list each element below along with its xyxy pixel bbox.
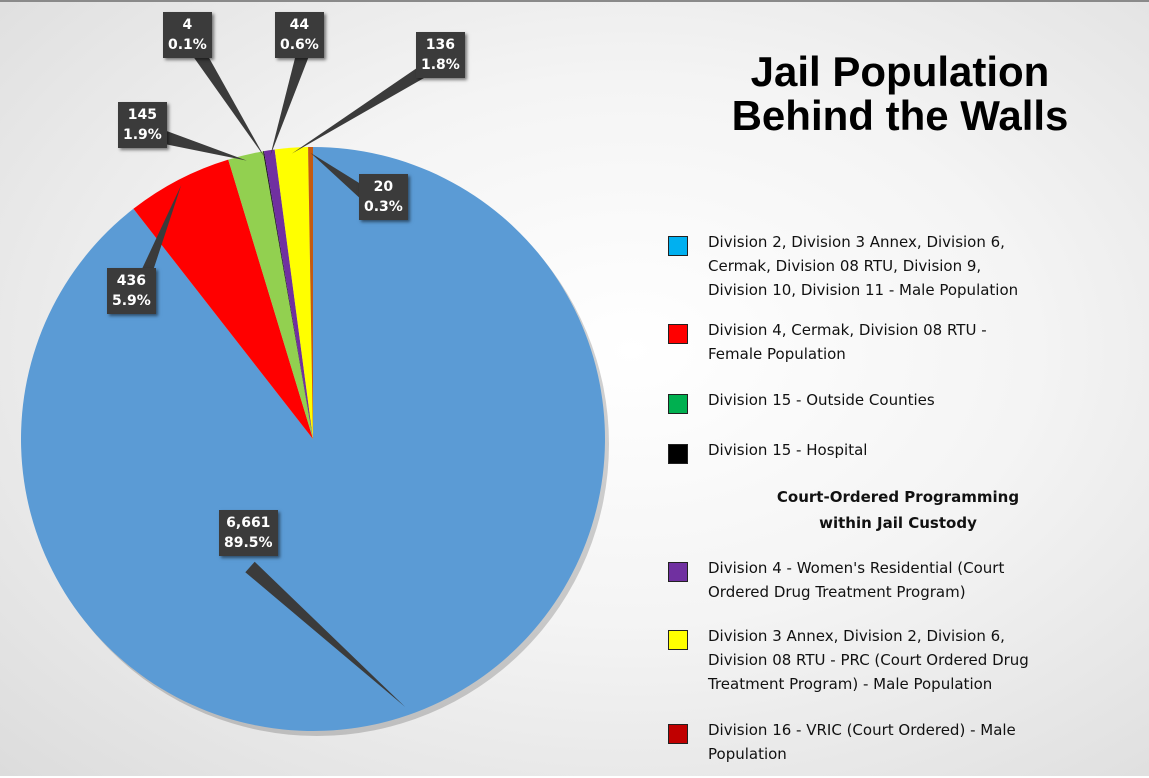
data-label-percent: 0.6% (280, 37, 319, 53)
legend-label-line: Population (708, 745, 787, 763)
legend-label: Division 4, Cermak, Division 08 RTU - Fe… (708, 318, 1128, 366)
pie-slice-vric (308, 147, 313, 439)
pie-slice-male (20, 147, 606, 731)
legend-heading: Court-Ordered Programming within Jail Cu… (708, 484, 1088, 536)
data-label-value: 4 (182, 17, 193, 33)
data-label-percent: 0.3% (364, 199, 403, 215)
legend-label-line: Division 16 - VRIC (Court Ordered) - Mal… (708, 721, 1016, 739)
legend-heading-line: within Jail Custody (819, 514, 977, 532)
data-label-percent: 0.1% (168, 37, 207, 53)
legend-swatch (668, 324, 688, 344)
leader-line-vric (310, 152, 375, 204)
leader-line-hospital (189, 43, 265, 157)
data-label-value: 145 (127, 107, 158, 123)
data-label-prc: 136 1.8% (416, 32, 465, 78)
data-label-female: 436 5.9% (107, 268, 156, 314)
data-label-value: 436 (116, 273, 147, 289)
legend-swatch (668, 724, 688, 744)
legend-label-line: Division 15 - Hospital (708, 441, 868, 459)
data-label-value: 44 (289, 17, 310, 33)
data-label-value: 136 (425, 37, 456, 53)
data-label-womens-residential: 44 0.6% (275, 12, 324, 58)
leader-line-male (245, 561, 406, 707)
legend-label: Division 15 - Outside Counties (708, 388, 1128, 412)
data-label-hospital: 4 0.1% (163, 12, 212, 58)
leader-line-womens (270, 44, 312, 157)
legend-label: Division 15 - Hospital (708, 438, 1128, 462)
legend-label-line: Division 10, Division 11 - Male Populati… (708, 281, 1019, 299)
data-label-value: 20 (373, 179, 394, 195)
chart-title: Jail Population Behind the Walls (660, 50, 1140, 138)
legend-label: Division 4 - Women's Residential (Court … (708, 556, 1128, 604)
chart-title-line-1: Jail Population (750, 48, 1050, 95)
legend-label-line: Division 08 RTU - PRC (Court Ordered Dru… (708, 651, 1029, 669)
legend-label: Division 16 - VRIC (Court Ordered) - Mal… (708, 718, 1128, 766)
legend-label-line: Ordered Drug Treatment Program) (708, 583, 966, 601)
legend-swatch (668, 394, 688, 414)
legend-swatch (668, 236, 688, 256)
pie-slice-hospital (262, 151, 313, 439)
legend-label-line: Female Population (708, 345, 846, 363)
data-label-percent: 1.9% (123, 127, 162, 143)
chart-title-line-2: Behind the Walls (731, 92, 1069, 139)
data-label-outside-counties: 145 1.9% (118, 102, 167, 148)
legend-label-line: Division 3 Annex, Division 2, Division 6… (708, 627, 1005, 645)
legend-swatch (668, 444, 688, 464)
legend-label-line: Treatment Program) - Male Population (708, 675, 993, 693)
legend-label-line: Cermak, Division 08 RTU, Division 9, (708, 257, 982, 275)
pie-slice-outside (228, 151, 313, 439)
legend-label-line: Division 4 - Women's Residential (Court (708, 559, 1005, 577)
legend-label-line: Division 2, Division 3 Annex, Division 6… (708, 233, 1005, 251)
data-label-percent: 89.5% (224, 535, 273, 551)
legend-label: Division 3 Annex, Division 2, Division 6… (708, 624, 1128, 696)
legend-heading-line: Court-Ordered Programming (776, 488, 1020, 506)
legend-label-line: Division 15 - Outside Counties (708, 391, 935, 409)
legend-label: Division 2, Division 3 Annex, Division 6… (708, 230, 1128, 302)
data-label-male: 6,661 89.5% (219, 510, 278, 556)
leader-line-outside (158, 129, 247, 161)
legend-label-line: Division 4, Cermak, Division 08 RTU - (708, 321, 987, 339)
legend-swatch (668, 630, 688, 650)
legend-swatch (668, 562, 688, 582)
data-label-value: 6,661 (226, 515, 271, 531)
pie-slice-womens (263, 149, 313, 440)
pie-slice-female (133, 159, 313, 440)
data-label-vric: 20 0.3% (359, 174, 408, 220)
leader-line-prc (291, 56, 442, 154)
pie-slice-prc (274, 147, 313, 440)
data-label-percent: 1.8% (421, 57, 460, 73)
data-label-percent: 5.9% (112, 293, 151, 309)
